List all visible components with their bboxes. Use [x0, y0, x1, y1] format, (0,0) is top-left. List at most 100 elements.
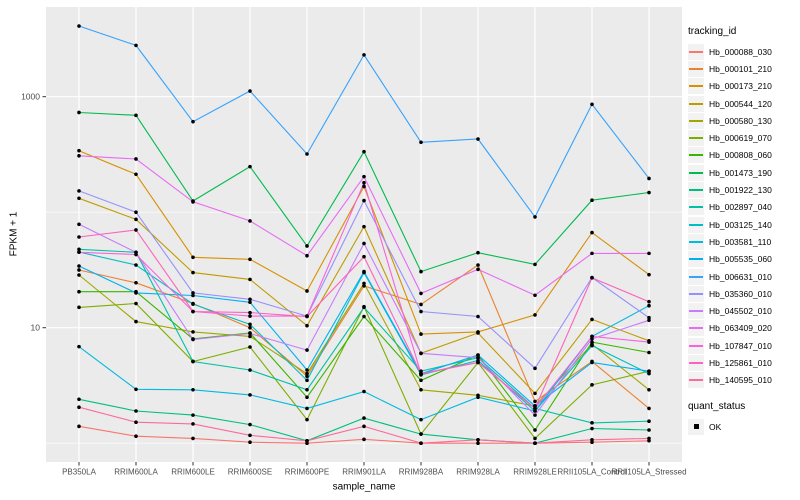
data-point	[590, 426, 594, 431]
legend-item-label: Hb_006631_010	[709, 271, 772, 282]
data-point	[77, 397, 81, 402]
legend-item-label: Hb_000808_060	[709, 150, 772, 161]
data-point	[476, 267, 480, 272]
data-point	[362, 184, 366, 189]
legend-swatch-line-icon	[689, 240, 703, 243]
data-point	[647, 315, 651, 320]
data-point	[476, 314, 480, 319]
data-point	[248, 334, 252, 339]
data-point	[533, 441, 537, 446]
data-point	[305, 348, 309, 352]
data-point	[362, 53, 366, 57]
data-point	[362, 269, 366, 274]
data-point	[248, 322, 252, 327]
data-point	[533, 293, 537, 298]
x-tick-label: RRIM600LA	[114, 468, 158, 477]
data-point	[77, 24, 81, 28]
data-point	[647, 369, 651, 374]
data-point	[77, 264, 81, 268]
data-point	[191, 270, 195, 275]
data-point	[134, 280, 138, 285]
data-point	[362, 254, 366, 259]
data-point	[248, 89, 252, 93]
data-point	[590, 251, 594, 256]
legend-key	[688, 233, 704, 250]
x-tick-label: PB350LA	[62, 468, 96, 477]
data-point	[476, 331, 480, 335]
legend-swatch-line-icon	[689, 206, 703, 209]
data-point	[362, 389, 366, 394]
data-point	[362, 416, 366, 420]
data-point	[533, 409, 537, 413]
data-point	[77, 153, 81, 158]
data-point	[419, 387, 423, 392]
legend-item-label: Hb_063409_020	[709, 323, 772, 334]
legend-item-Hb_107847_010: Hb_107847_010	[688, 337, 798, 354]
legend-key	[688, 216, 704, 233]
legend-item-Hb_002897_040: Hb_002897_040	[688, 199, 798, 216]
legend-swatch-line-icon	[689, 379, 703, 382]
data-point	[476, 353, 480, 357]
data-point	[476, 441, 480, 446]
legend-item-Hb_000619_070: Hb_000619_070	[688, 129, 798, 147]
legend-swatch-line-icon	[689, 275, 703, 278]
legend-item-Hb_001922_130: Hb_001922_130	[688, 181, 798, 199]
data-point	[191, 255, 195, 260]
legend-item-label: Hb_001922_130	[709, 185, 772, 196]
data-point	[77, 305, 81, 310]
legend-swatch-line-icon	[689, 50, 703, 53]
legend-item-Hb_140595_010: Hb_140595_010	[688, 372, 798, 389]
data-point	[134, 319, 138, 324]
legend-item-label: Hb_125861_010	[709, 357, 772, 368]
legend-item-Hb_005535_060: Hb_005535_060	[688, 251, 798, 268]
data-point	[362, 198, 366, 203]
data-point	[305, 244, 309, 248]
data-point	[305, 323, 309, 328]
data-point	[533, 366, 537, 371]
legend-item-label: Hb_000580_130	[709, 115, 772, 126]
x-tick-label: RRIM928LA	[456, 468, 500, 477]
x-axis-title: sample_name	[332, 481, 396, 493]
legend-key	[688, 78, 704, 95]
data-point	[590, 340, 594, 344]
data-point	[134, 172, 138, 177]
data-point	[191, 422, 195, 426]
x-tick-label: RRIM928BA	[399, 468, 444, 477]
data-point	[419, 417, 423, 422]
legend-title-quant-status: quant_status	[688, 400, 746, 412]
data-point	[248, 325, 252, 330]
data-point	[647, 190, 651, 195]
legend-swatch-line-icon	[689, 258, 703, 261]
data-point	[191, 302, 195, 306]
data-point	[647, 299, 651, 304]
data-point	[476, 250, 480, 255]
data-point	[248, 314, 252, 318]
data-point	[77, 222, 81, 227]
data-point	[590, 334, 594, 339]
legend-key	[688, 354, 704, 371]
data-point	[533, 313, 537, 317]
data-point	[248, 345, 252, 349]
data-point	[77, 148, 81, 153]
data-point	[533, 406, 537, 411]
data-point	[533, 436, 537, 441]
data-point	[248, 368, 252, 372]
legend-item-label: Hb_000101_210	[709, 63, 772, 74]
data-point	[362, 241, 366, 246]
data-point	[362, 437, 366, 442]
data-point	[419, 291, 423, 296]
legend-item-Hb_045502_010: Hb_045502_010	[688, 302, 798, 320]
legend-item-Hb_003125_140: Hb_003125_140	[688, 216, 798, 233]
data-point	[647, 436, 651, 441]
legend-key	[688, 337, 704, 354]
data-point	[134, 113, 138, 118]
legend-item-Hb_063409_020: Hb_063409_020	[688, 320, 798, 337]
data-point	[419, 332, 423, 336]
legend-swatch-line-icon	[689, 310, 703, 313]
data-point	[590, 317, 594, 322]
data-point	[77, 405, 81, 409]
legend-swatch-line-icon	[689, 344, 703, 347]
legend-key	[688, 285, 704, 302]
data-point	[134, 301, 138, 306]
data-point	[191, 436, 195, 441]
